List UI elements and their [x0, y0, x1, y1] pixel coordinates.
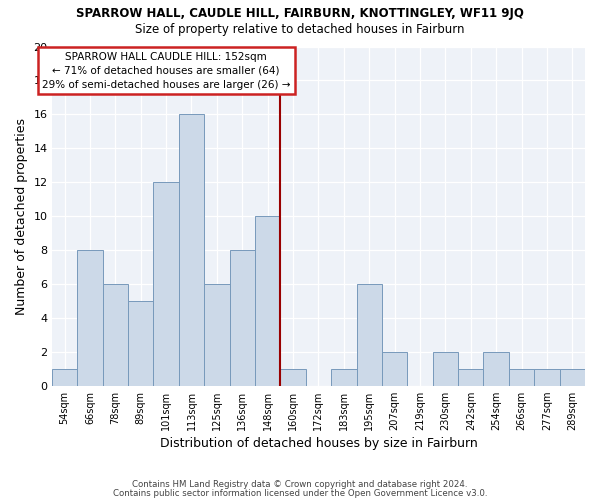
Bar	[179, 114, 204, 386]
Text: SPARROW HALL CAUDLE HILL: 152sqm
← 71% of detached houses are smaller (64)
29% o: SPARROW HALL CAUDLE HILL: 152sqm ← 71% o…	[42, 52, 290, 90]
Bar	[433, 352, 458, 386]
Bar	[356, 284, 382, 386]
Text: Size of property relative to detached houses in Fairburn: Size of property relative to detached ho…	[135, 22, 465, 36]
Bar	[204, 284, 230, 386]
Y-axis label: Number of detached properties: Number of detached properties	[15, 118, 28, 315]
Bar	[458, 370, 484, 386]
Bar	[382, 352, 407, 386]
Bar	[230, 250, 255, 386]
Bar	[534, 370, 560, 386]
Text: Contains public sector information licensed under the Open Government Licence v3: Contains public sector information licen…	[113, 489, 487, 498]
Bar	[154, 182, 179, 386]
Bar	[77, 250, 103, 386]
Bar	[560, 370, 585, 386]
X-axis label: Distribution of detached houses by size in Fairburn: Distribution of detached houses by size …	[160, 437, 477, 450]
Text: SPARROW HALL, CAUDLE HILL, FAIRBURN, KNOTTINGLEY, WF11 9JQ: SPARROW HALL, CAUDLE HILL, FAIRBURN, KNO…	[76, 8, 524, 20]
Text: Contains HM Land Registry data © Crown copyright and database right 2024.: Contains HM Land Registry data © Crown c…	[132, 480, 468, 489]
Bar	[280, 370, 306, 386]
Bar	[128, 302, 154, 386]
Bar	[484, 352, 509, 386]
Bar	[331, 370, 356, 386]
Bar	[255, 216, 280, 386]
Bar	[52, 370, 77, 386]
Bar	[103, 284, 128, 386]
Bar	[509, 370, 534, 386]
